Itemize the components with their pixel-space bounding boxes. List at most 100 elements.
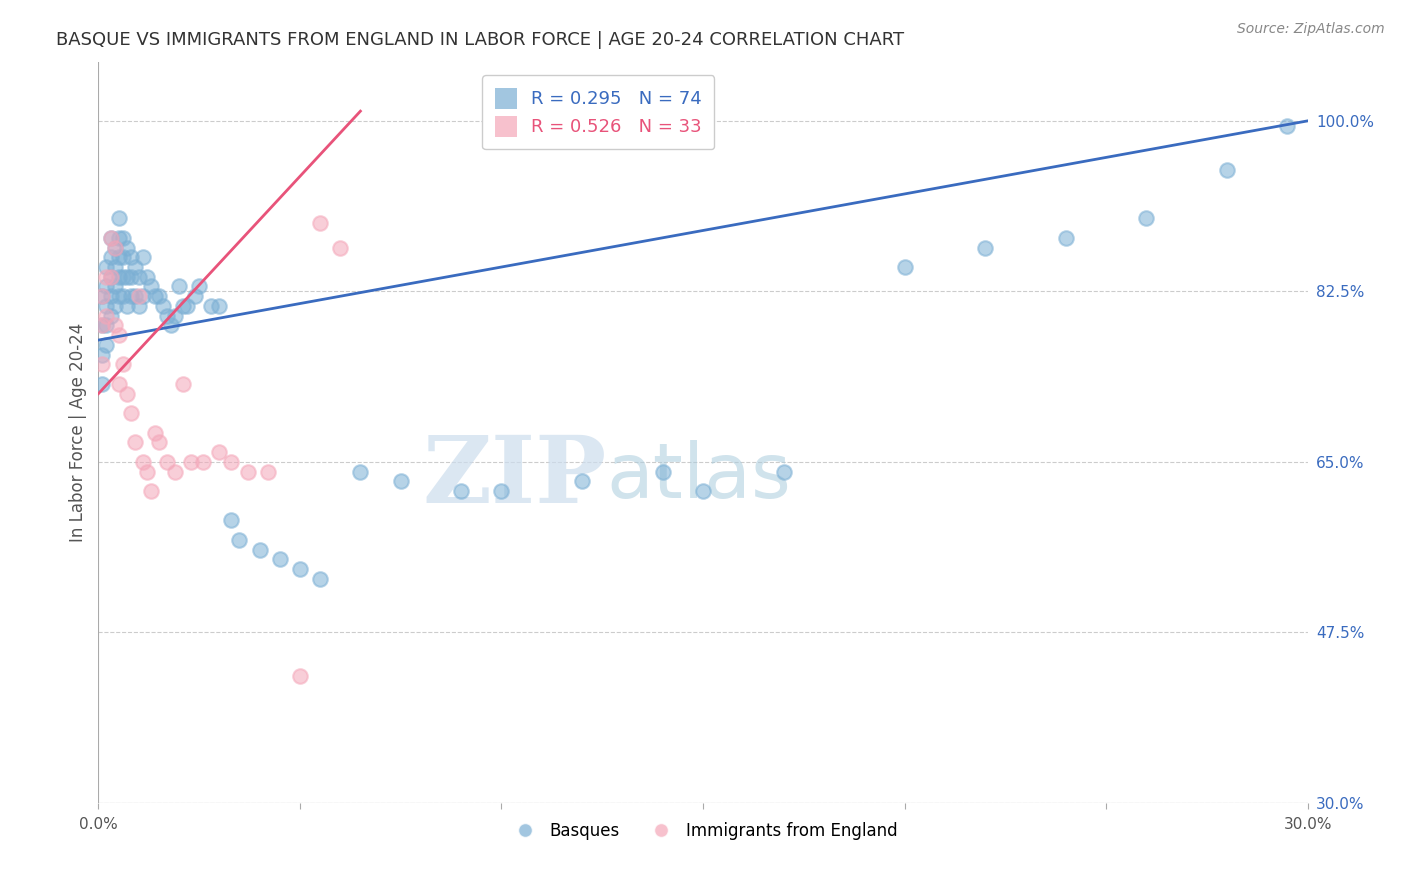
Point <box>107 231 129 245</box>
Point <box>893 260 915 274</box>
Text: atlas: atlas <box>606 440 792 514</box>
Legend: Basques, Immigrants from England: Basques, Immigrants from England <box>501 815 905 847</box>
Point <box>772 465 794 479</box>
Point <box>107 289 129 303</box>
Point <box>100 250 122 264</box>
Point <box>221 455 243 469</box>
Text: ZIP: ZIP <box>422 432 606 522</box>
Point <box>103 318 125 333</box>
Point <box>163 465 186 479</box>
Point <box>288 562 311 576</box>
Point <box>128 269 150 284</box>
Point <box>103 240 125 255</box>
Point <box>1135 211 1157 226</box>
Point <box>1277 119 1299 133</box>
Point <box>193 455 215 469</box>
Point <box>143 425 166 440</box>
Point <box>152 299 174 313</box>
Point <box>107 211 129 226</box>
Point <box>120 250 142 264</box>
Point <box>236 465 259 479</box>
Point <box>163 309 186 323</box>
Point <box>91 376 114 391</box>
Point <box>111 250 134 264</box>
Point <box>309 572 332 586</box>
Point <box>167 279 190 293</box>
Point <box>100 231 122 245</box>
Point <box>269 552 291 566</box>
Point <box>120 406 142 420</box>
Point <box>96 279 118 293</box>
Point <box>120 289 142 303</box>
Point <box>115 386 138 401</box>
Point <box>107 269 129 284</box>
Point <box>128 299 150 313</box>
Point <box>107 328 129 343</box>
Text: BASQUE VS IMMIGRANTS FROM ENGLAND IN LABOR FORCE | AGE 20-24 CORRELATION CHART: BASQUE VS IMMIGRANTS FROM ENGLAND IN LAB… <box>56 31 904 49</box>
Point <box>309 216 332 230</box>
Point <box>256 465 278 479</box>
Point <box>1054 231 1077 245</box>
Point <box>228 533 250 547</box>
Point <box>172 299 194 313</box>
Point <box>249 542 271 557</box>
Point <box>115 299 138 313</box>
Point <box>115 240 138 255</box>
Point <box>132 250 155 264</box>
Point <box>288 669 311 683</box>
Point <box>103 299 125 313</box>
Point <box>180 455 202 469</box>
Point <box>124 289 146 303</box>
Point <box>208 299 231 313</box>
Point <box>692 484 714 499</box>
Point <box>329 240 352 255</box>
Point <box>100 289 122 303</box>
Point <box>103 279 125 293</box>
Point <box>96 338 118 352</box>
Point <box>96 299 118 313</box>
Point <box>450 484 472 499</box>
Point <box>115 269 138 284</box>
Point <box>135 465 157 479</box>
Point <box>100 231 122 245</box>
Point <box>96 269 118 284</box>
Point <box>91 358 114 372</box>
Point <box>128 289 150 303</box>
Point <box>208 445 231 459</box>
Point <box>111 289 134 303</box>
Point <box>132 455 155 469</box>
Point <box>221 513 243 527</box>
Point <box>135 269 157 284</box>
Point <box>103 260 125 274</box>
Point <box>91 289 114 303</box>
Point <box>974 240 997 255</box>
Point <box>349 465 371 479</box>
Point <box>91 289 114 303</box>
Point <box>120 269 142 284</box>
Point <box>156 309 179 323</box>
Point <box>100 269 122 284</box>
Point <box>111 269 134 284</box>
Point <box>571 475 593 489</box>
Point <box>111 358 134 372</box>
Point <box>107 376 129 391</box>
Point <box>96 309 118 323</box>
Point <box>389 475 412 489</box>
Point <box>160 318 183 333</box>
Point <box>200 299 222 313</box>
Point <box>156 455 179 469</box>
Point <box>107 250 129 264</box>
Point <box>139 279 162 293</box>
Point <box>96 318 118 333</box>
Point <box>103 240 125 255</box>
Point <box>124 260 146 274</box>
Point <box>100 309 122 323</box>
Point <box>184 289 207 303</box>
Point <box>651 465 673 479</box>
Point <box>91 318 114 333</box>
Point <box>188 279 211 293</box>
Point <box>100 269 122 284</box>
Point <box>132 289 155 303</box>
Point <box>139 484 162 499</box>
Point <box>172 376 194 391</box>
